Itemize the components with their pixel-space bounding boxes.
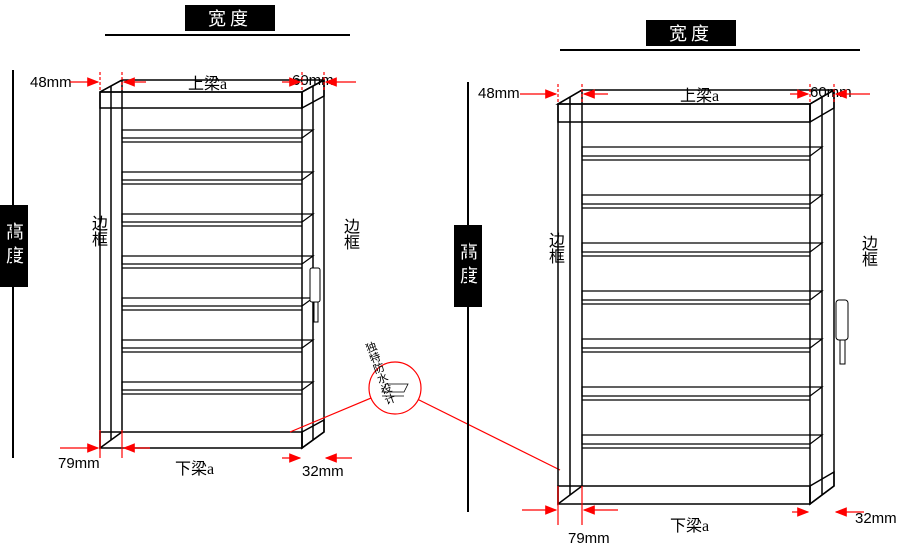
right-diagram [0,0,900,558]
